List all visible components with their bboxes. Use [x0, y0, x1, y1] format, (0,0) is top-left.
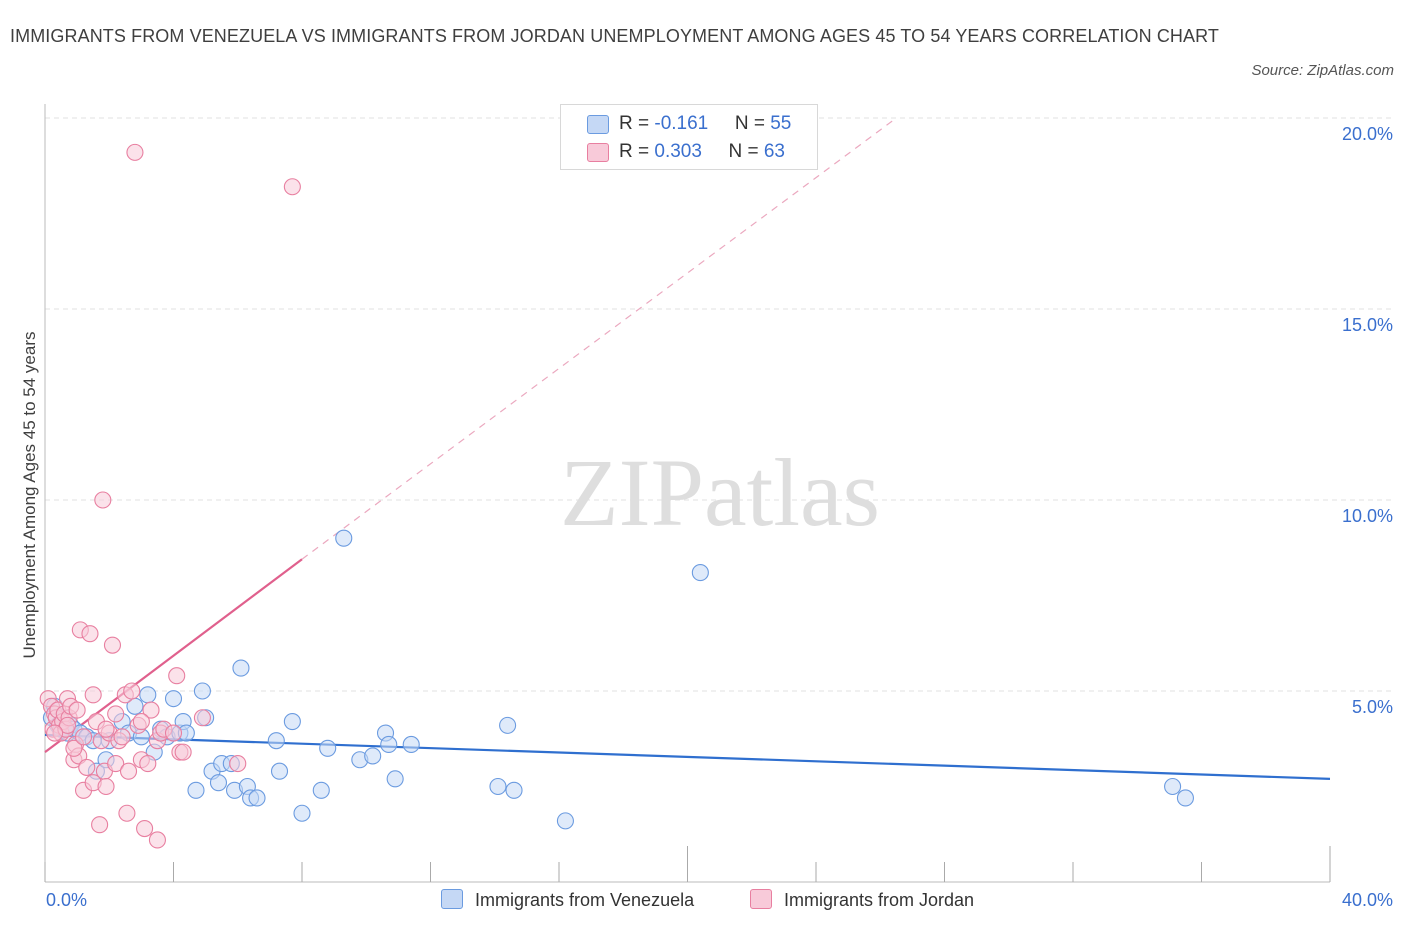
- venezuela-r-value: -0.161: [654, 113, 709, 134]
- point-jordan-60: [97, 720, 115, 738]
- x-tick-label-max: 40.0%: [1341, 890, 1393, 910]
- point-venezuela-38: [267, 732, 285, 750]
- point-jordan-53: [148, 831, 166, 849]
- point-venezuela-42: [312, 781, 330, 799]
- point-jordan-24: [91, 816, 109, 834]
- watermark: ZIPatlas: [560, 439, 880, 546]
- point-venezuela-48: [380, 735, 398, 754]
- y-tick-label-5: 5.0%: [1352, 697, 1393, 717]
- point-venezuela-44: [335, 529, 353, 547]
- point-jordan-36: [123, 682, 141, 700]
- point-jordan-57: [58, 716, 77, 734]
- point-venezuela-46: [364, 747, 382, 765]
- venezuela-r-label: R =: [619, 113, 655, 134]
- point-venezuela-39: [270, 762, 289, 780]
- jordan-n-label: N =: [728, 141, 764, 162]
- point-venezuela-43: [319, 739, 337, 757]
- point-jordan-37: [126, 143, 144, 161]
- point-venezuela-34: [232, 659, 250, 677]
- y-tick-label-10: 10.0%: [1342, 506, 1393, 526]
- chart-source: Source: ZipAtlas.com: [1251, 62, 1394, 79]
- point-jordan-34: [118, 804, 136, 822]
- x-tick-label-min: 0.0%: [46, 890, 88, 910]
- jordan-r-label: R =: [619, 141, 655, 162]
- chart-title: IMMIGRANTS FROM VENEZUELA VS IMMIGRANTS …: [10, 26, 1220, 46]
- point-jordan-42: [142, 701, 160, 719]
- point-venezuela-50: [402, 735, 420, 754]
- legend-venezuela: Immigrants from Venezuela: [441, 889, 694, 911]
- point-jordan-55: [65, 739, 83, 757]
- jordan-swatch: [587, 143, 609, 162]
- trend-lines: [44, 117, 1331, 780]
- trend-line-extension-1: [301, 117, 897, 560]
- point-jordan-52: [283, 178, 301, 196]
- point-jordan-46: [164, 724, 183, 742]
- point-jordan-47: [168, 667, 186, 685]
- point-venezuela-18: [139, 686, 157, 704]
- point-jordan-51: [229, 755, 247, 773]
- point-jordan-31: [107, 755, 125, 773]
- venezuela-n-value: 55: [770, 113, 792, 134]
- legend-venezuela-swatch: [441, 889, 463, 909]
- point-jordan-16: [68, 701, 86, 719]
- y-tick-label-20: 20.0%: [1342, 124, 1393, 144]
- point-jordan-50: [193, 709, 211, 727]
- legend-jordan: Immigrants from Jordan: [750, 889, 974, 911]
- point-venezuela-22: [164, 690, 183, 708]
- point-jordan-62: [132, 713, 150, 731]
- point-venezuela-52: [499, 716, 517, 734]
- point-jordan-40: [136, 819, 154, 838]
- point-venezuela-54: [556, 812, 574, 830]
- y-tick-label-15: 15.0%: [1342, 315, 1393, 335]
- point-venezuela-30: [209, 774, 228, 792]
- point-jordan-28: [97, 777, 115, 796]
- point-jordan-54: [84, 686, 102, 704]
- point-venezuela-40: [283, 713, 301, 731]
- venezuela-n-label: N =: [734, 113, 771, 134]
- point-jordan-58: [46, 724, 64, 742]
- point-venezuela-55: [691, 564, 709, 582]
- legend-jordan-label: Immigrants from Jordan: [784, 890, 975, 910]
- point-venezuela-49: [386, 770, 404, 788]
- point-jordan-35: [119, 762, 138, 780]
- legend-jordan-swatch: [750, 889, 772, 909]
- point-jordan-30: [103, 636, 122, 654]
- point-jordan-61: [107, 705, 125, 723]
- point-venezuela-27: [193, 682, 211, 700]
- point-venezuela-57: [1176, 789, 1194, 807]
- point-jordan-41: [139, 755, 157, 773]
- jordan-n-value: 63: [763, 141, 785, 162]
- y-tick-labels: 5.0% 10.0% 15.0% 20.0%: [1342, 124, 1393, 717]
- point-venezuela-51: [489, 777, 507, 796]
- point-venezuela-56: [1164, 777, 1182, 796]
- point-jordan-59: [113, 728, 131, 746]
- point-venezuela-26: [187, 781, 205, 799]
- trend-line-0: [44, 733, 1331, 780]
- point-venezuela-41: [293, 804, 311, 822]
- trend-line-1: [44, 558, 303, 753]
- point-jordan-56: [75, 728, 93, 746]
- correlation-legend: R = -0.161 N = 55 R = 0.303 N = 63: [560, 104, 818, 170]
- point-jordan-21: [81, 625, 99, 643]
- jordan-r-value: 0.303: [654, 141, 702, 162]
- point-venezuela-53: [505, 781, 523, 799]
- point-jordan-26: [94, 491, 112, 509]
- legend-venezuela-label: Immigrants from Venezuela: [475, 890, 695, 910]
- point-venezuela-37: [248, 789, 266, 807]
- grid-lines: [45, 117, 1395, 692]
- venezuela-swatch: [587, 115, 609, 134]
- data-points: [39, 143, 1194, 849]
- point-jordan-20: [78, 758, 96, 776]
- axes: [44, 104, 1331, 883]
- point-jordan-49: [174, 743, 192, 761]
